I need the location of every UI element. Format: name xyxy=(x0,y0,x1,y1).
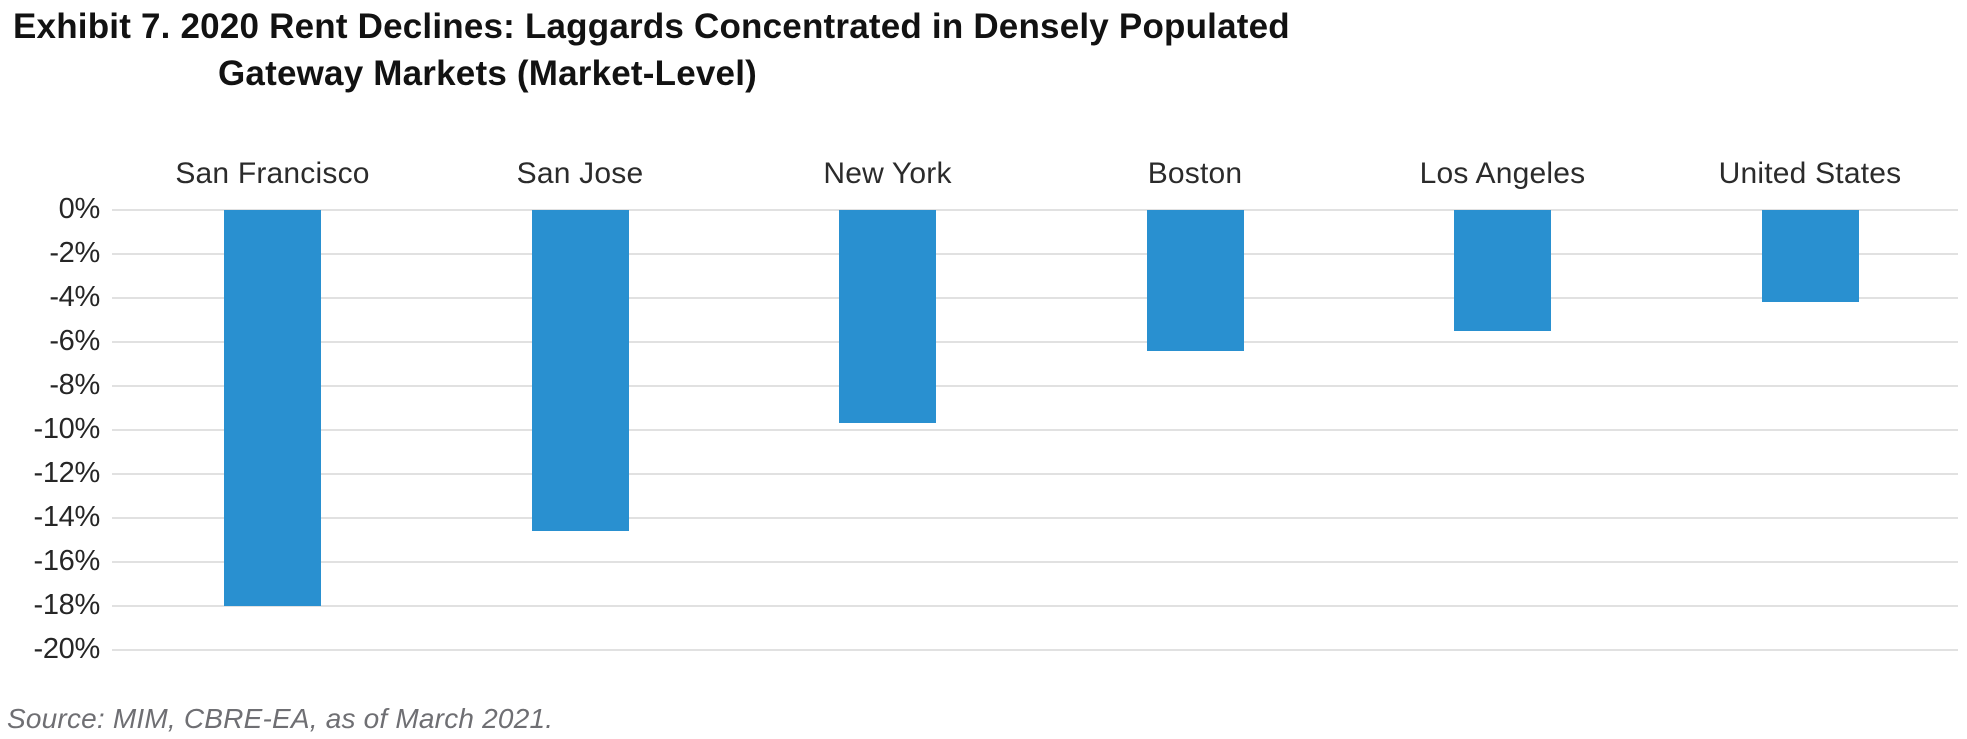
gridline xyxy=(112,253,1958,255)
category-label-united-states: United States xyxy=(1718,157,1902,190)
gridline xyxy=(112,473,1958,475)
source-note: Source: MIM, CBRE-EA, as of March 2021. xyxy=(7,703,554,734)
bar-san-jose xyxy=(531,210,629,532)
bar-united-states xyxy=(1761,210,1859,303)
bar-san-francisco xyxy=(224,210,321,606)
category-label-new-york: New York xyxy=(823,157,952,190)
gridline xyxy=(112,209,1958,211)
gridline xyxy=(112,385,1958,387)
y-tick-label: -6% xyxy=(49,325,100,357)
gridline xyxy=(112,561,1958,563)
gridline xyxy=(112,429,1958,431)
category-label-los-angeles: Los Angeles xyxy=(1419,157,1586,190)
gridline xyxy=(112,517,1958,519)
y-tick-label: 0% xyxy=(58,193,101,225)
bar-los-angeles xyxy=(1454,210,1551,331)
y-tick-label: -12% xyxy=(33,457,101,489)
category-label-boston: Boston xyxy=(1147,157,1243,190)
y-tick-label: -2% xyxy=(49,237,100,269)
y-tick-label: -20% xyxy=(33,633,101,665)
y-tick-label: -4% xyxy=(49,281,100,313)
gridline xyxy=(112,341,1958,343)
y-tick-label: -10% xyxy=(33,413,101,445)
y-tick-label: -16% xyxy=(33,545,101,577)
gridline xyxy=(112,649,1958,651)
chart-title-line-1: Exhibit 7. 2020 Rent Declines: Laggards … xyxy=(13,7,1290,46)
category-label-san-francisco: San Francisco xyxy=(175,157,370,190)
gridline xyxy=(112,605,1958,607)
y-tick-label: -18% xyxy=(33,589,101,621)
chart-title-line-2: Gateway Markets (Market-Level) xyxy=(218,54,757,93)
category-label-san-jose: San Jose xyxy=(516,157,644,190)
y-tick-label: -14% xyxy=(33,501,101,533)
bar-new-york xyxy=(839,210,936,424)
gridline xyxy=(112,297,1958,299)
bar-boston xyxy=(1146,210,1244,351)
y-tick-label: -8% xyxy=(49,369,100,401)
